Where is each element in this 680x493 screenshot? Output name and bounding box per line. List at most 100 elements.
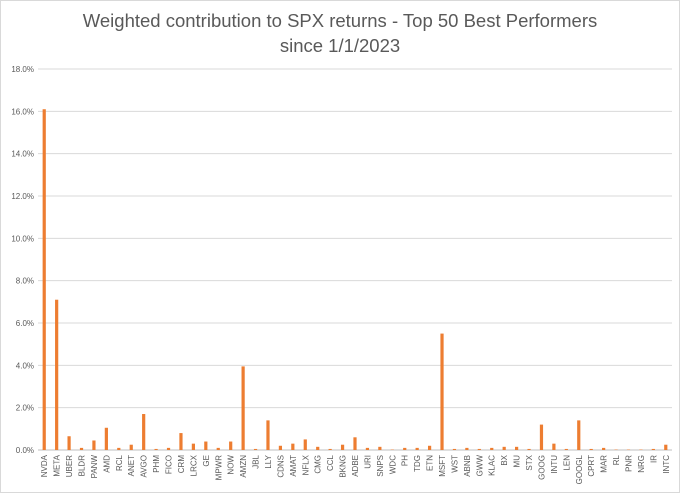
bar-wst: [452, 448, 457, 450]
bar-ir: [651, 448, 655, 450]
x-tick-label: INTC: [662, 455, 671, 474]
x-tick-label: MPWR: [214, 455, 223, 481]
bar-avgo: [142, 414, 146, 450]
x-tick-label: MU: [513, 455, 522, 468]
y-tick-label: 8.0%: [16, 277, 34, 286]
bar-meta: [55, 299, 59, 450]
bar-len: [564, 448, 568, 450]
x-axis-ticks: NVDA META UBER BLDR PANW AMD RCL ANET AVGO PHM FIC…: [40, 454, 671, 484]
bar-tdg: [415, 447, 419, 450]
x-tick-label: IR: [649, 455, 658, 463]
x-tick-label: ADBE: [351, 455, 360, 477]
bar-rcl: [117, 447, 121, 450]
x-tick-label: NVDA: [40, 454, 49, 477]
x-tick-label: FICO: [165, 455, 174, 474]
x-tick-label: AMAT: [289, 455, 298, 477]
x-tick-label: CRM: [177, 455, 186, 474]
bar-stx: [527, 448, 531, 450]
bar-msft: [440, 333, 444, 450]
bar-bldr: [79, 447, 84, 450]
x-tick-label: NFLX: [301, 454, 310, 475]
x-tick-label: INTU: [550, 455, 559, 474]
chart-title-line1: Weighted contribution to SPX returns - T…: [82, 10, 598, 31]
y-tick-label: 16.0%: [11, 107, 34, 116]
x-tick-label: STX: [525, 454, 534, 470]
bar-intc: [664, 444, 668, 450]
x-tick-label: META: [53, 454, 62, 476]
y-tick-label: 6.0%: [16, 319, 34, 328]
x-tick-label: LLY: [264, 454, 273, 468]
x-tick-label: AVGO: [140, 455, 149, 478]
bar-lly: [266, 420, 270, 450]
x-tick-label: ANET: [127, 455, 136, 476]
y-axis-ticks: 0.0% 2.0% 4.0% 6.0% 8.0% 10.0% 12.0% 14.0% 16.0%…: [11, 65, 34, 455]
y-tick-label: 14.0%: [11, 150, 34, 159]
gridlines: [38, 68, 672, 451]
x-tick-label: BLDR: [78, 455, 87, 477]
x-tick-label: WST: [450, 455, 459, 473]
x-tick-label: TDG: [413, 455, 422, 472]
x-tick-label: KLAC: [488, 455, 497, 476]
x-tick-label: PNR: [624, 455, 633, 472]
x-tick-label: SNPS: [376, 455, 385, 477]
x-tick-label: CMG: [314, 455, 323, 474]
y-tick-label: 2.0%: [16, 404, 34, 413]
x-tick-label: RL: [612, 454, 621, 465]
x-tick-label: ETN: [426, 455, 435, 471]
x-tick-label: MSFT: [438, 455, 447, 477]
x-tick-label: GOOG: [537, 455, 546, 480]
x-tick-label: GE: [202, 455, 211, 467]
bar-amat: [291, 443, 295, 450]
x-tick-label: GOOGL: [575, 454, 584, 484]
bar-jbl: [253, 448, 258, 450]
x-tick-label: PH: [401, 455, 410, 466]
bar-amzn: [241, 366, 245, 450]
bar-nflx: [303, 439, 307, 450]
bar-mar: [602, 447, 606, 450]
x-tick-label: URI: [363, 455, 372, 469]
x-tick-label: RCL: [115, 454, 124, 471]
bar-intu: [552, 443, 556, 450]
y-tick-label: 18.0%: [11, 65, 34, 74]
bar-gww: [477, 448, 481, 450]
bar-bx: [502, 446, 506, 450]
bar-bkng: [340, 444, 345, 450]
x-tick-label: NOW: [227, 455, 236, 475]
y-tick-label: 0.0%: [16, 446, 34, 455]
bar-snps: [378, 446, 382, 450]
x-tick-label: JBL: [252, 454, 261, 468]
bar-mpwr: [216, 447, 220, 450]
bar-cmg: [316, 446, 320, 450]
bar-cprt: [589, 448, 593, 450]
x-tick-label: BX: [500, 454, 509, 465]
x-tick-label: LEN: [562, 455, 571, 471]
y-tick-label: 10.0%: [11, 234, 34, 243]
bars: [42, 109, 668, 450]
bar-adbe: [353, 437, 357, 450]
chart-title-line2: since 1/1/2023: [279, 35, 401, 56]
x-tick-label: CCL: [326, 454, 335, 471]
bar-googl: [577, 420, 581, 450]
y-tick-label: 12.0%: [11, 192, 34, 201]
y-tick-label: 4.0%: [16, 361, 34, 370]
bar-mu: [515, 446, 519, 450]
bar-amd: [104, 427, 108, 450]
x-tick-label: ABNB: [463, 455, 472, 477]
x-tick-label: UBER: [65, 455, 74, 477]
x-tick-label: PHM: [152, 455, 161, 473]
bar-phm: [154, 448, 158, 450]
bar-ccl: [328, 448, 332, 450]
x-tick-label: AMD: [102, 455, 111, 473]
x-tick-label: CDNS: [276, 455, 285, 478]
x-tick-label: GWW: [475, 455, 484, 477]
bar-lrcx: [191, 443, 195, 450]
bar-panw: [92, 440, 96, 450]
x-tick-label: LRCX: [189, 454, 198, 476]
bar-etn: [427, 445, 432, 450]
bar-ph: [403, 447, 407, 450]
bar-ge: [204, 441, 208, 450]
chart-title: Weighted contribution to SPX returns - T…: [0, 8, 680, 58]
bar-nvda: [42, 109, 46, 450]
